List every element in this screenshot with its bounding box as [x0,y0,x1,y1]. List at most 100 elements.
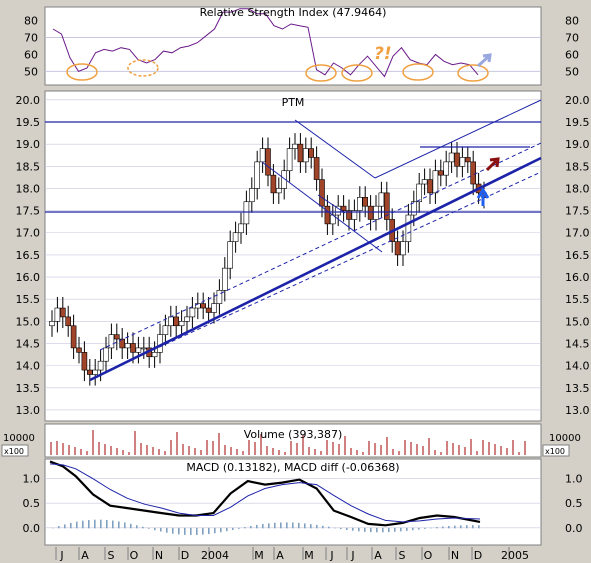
macd-histogram-bar [130,523,132,529]
volume-bar [134,431,136,455]
volume-bar [332,442,334,455]
macd-histogram-bar [256,524,258,529]
candle-body [189,307,196,318]
candle-body [281,170,288,189]
lavender-arrow-icon [476,53,492,68]
macd-histogram-bar [124,522,126,529]
volume-bar [278,450,280,455]
question-exclaim-annotation: ?! [374,44,392,64]
volume-bar [458,445,460,455]
macd-histogram-bar [238,527,240,529]
x-axis-label: O [130,549,139,562]
volume-bar [434,450,436,455]
candle-body [394,241,401,256]
maroon-arrow-icon [485,157,500,172]
volume-bar [452,443,454,455]
candle-body [367,205,374,220]
x-axis-label: O [424,549,433,562]
macd-histogram-bar [298,522,300,529]
volume-bar [128,452,130,455]
volume-bar [236,449,238,455]
candle-body [173,316,179,327]
candle-body [410,201,417,216]
macd-signal-line [49,463,481,523]
volume-bar [314,449,316,455]
macd-ytick-right: 0.5 [565,497,583,510]
volume-bar [224,445,226,455]
macd-histogram-bar [292,522,294,529]
volume-bar [416,444,418,455]
rsi-highlight-ellipse [127,59,159,77]
x-axis-label: N [451,549,459,562]
price-ytick-right: 13.5 [565,382,590,395]
candle-body [103,347,109,362]
volume-bar [398,451,400,455]
candle-body [124,343,131,349]
volume-bar [218,433,220,455]
rsi-title: Relative Strength Index (47.9464) [200,6,387,19]
volume-bar [374,443,376,455]
price-title: PTM [282,96,305,109]
candle-body [324,205,331,225]
macd-histogram-bar [262,524,264,529]
x-axis-label: J [59,549,63,562]
candle-body [259,148,266,163]
rsi-highlight-ellipse [341,64,373,82]
price-ytick-right: 16.5 [565,249,590,262]
volume-bar [170,440,172,455]
macd-histogram-bar [304,523,306,529]
candle-body [211,303,217,313]
macd-histogram-bar [70,522,72,529]
wedge-inner-line [317,194,346,214]
volume-bar [50,442,52,455]
candle-body [151,352,158,358]
macd-histogram-bar [268,523,270,529]
candle-body [216,290,223,304]
macd-histogram-bar [196,527,198,535]
volume-bar [494,444,496,455]
macd-histogram-bar [322,525,324,529]
x-axis-label: S [108,549,115,562]
macd-histogram-bar [94,519,96,529]
volume-bar [368,441,370,455]
trendlines [45,99,542,382]
macd-histogram-bar [154,527,156,531]
candle-body [97,360,104,371]
candle-body [313,157,320,180]
candle-body [421,179,428,185]
candle-body [373,205,379,220]
candle-body [92,369,98,375]
price-ytick-right: 16.0 [565,271,590,284]
candle-body [356,197,363,211]
macd-ytick-right: 0.0 [565,522,583,535]
price-ytick-left: 15.5 [16,293,41,306]
macd-histogram-bar [406,527,408,531]
price-ytick-left: 15.0 [16,315,41,328]
macd-histogram-bar [208,527,210,535]
volume-bar [260,434,262,455]
volume-bar [380,445,382,455]
candle-body [319,179,325,207]
macd-ytick-left: 0.5 [23,497,41,510]
macd-histogram-bar [394,527,396,532]
macd-histogram-bar [106,519,108,529]
volume-bar [476,451,478,455]
candle-body [459,157,466,167]
macd-histogram-bar [316,524,318,529]
candle-body [362,197,369,207]
volume-bar [320,451,322,455]
macd-histogram-bar [382,527,384,533]
volume-bar [68,445,70,455]
macd-title: MACD (0.13182), MACD diff (-0.06368) [186,461,399,474]
volume-unit-right: x100 [545,447,565,456]
candle-body [297,143,304,163]
volume-bar [188,446,190,455]
volume-bar [284,452,286,455]
price-ytick-left: 19.0 [16,138,41,151]
candle-body [87,369,93,375]
volume-bar [116,448,118,455]
macd-histogram-bar [442,526,444,529]
macd-histogram-bar [418,527,420,530]
channel-upper-line [374,99,542,179]
